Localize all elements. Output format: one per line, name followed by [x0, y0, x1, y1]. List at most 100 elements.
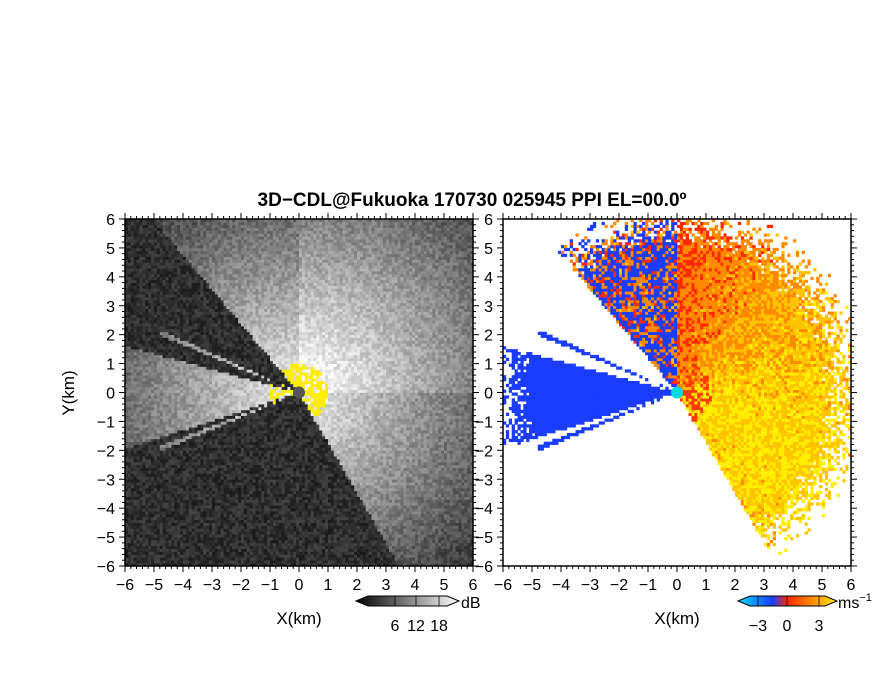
left-cell — [151, 349, 155, 353]
left-cell — [220, 250, 224, 255]
left-cell — [191, 372, 195, 376]
left-cell — [212, 392, 216, 396]
left-cell — [125, 219, 129, 223]
left-cell — [191, 441, 195, 445]
left-cell — [148, 435, 152, 440]
left-cell — [212, 537, 216, 541]
left-cell — [136, 404, 140, 408]
left-cell — [212, 314, 216, 318]
left-cell — [235, 285, 239, 289]
left-cell — [145, 476, 149, 480]
left-cell — [191, 383, 195, 388]
left-cell — [223, 432, 227, 437]
left-cell — [226, 395, 230, 399]
left-cell — [191, 343, 195, 347]
left-cell — [156, 253, 161, 257]
left-cell — [133, 343, 137, 347]
left-cell — [212, 516, 216, 521]
left-cell — [183, 294, 187, 298]
left-cell — [136, 392, 140, 396]
left-cell — [177, 294, 181, 298]
left-cell — [142, 386, 146, 390]
left-cell — [203, 334, 207, 338]
left-cell — [209, 447, 213, 451]
left-cell — [232, 557, 236, 561]
left-cell — [174, 314, 178, 318]
left-cell — [194, 386, 198, 390]
left-cell — [235, 262, 239, 266]
left-cell — [159, 334, 164, 338]
left-cell — [133, 328, 137, 333]
left-cell — [133, 508, 137, 512]
left-cell — [209, 299, 213, 304]
left-cell — [241, 435, 245, 440]
left-cell — [159, 285, 164, 289]
left-cell — [130, 554, 135, 558]
left-cell — [180, 299, 184, 304]
left-cell — [223, 485, 227, 489]
left-cell — [171, 447, 175, 451]
left-cell — [136, 291, 140, 295]
left-cell — [154, 314, 158, 318]
left-cell — [183, 459, 187, 463]
left-cell — [174, 285, 178, 289]
left-cell — [180, 534, 184, 538]
left-cell — [125, 331, 129, 336]
left-cell — [145, 418, 149, 422]
left-cell — [194, 262, 198, 266]
left-cell — [148, 389, 152, 393]
left-cell — [142, 276, 146, 281]
left-cell — [136, 421, 140, 425]
left-cell — [139, 432, 143, 437]
left-cell — [168, 268, 172, 272]
left-cell — [174, 247, 178, 252]
left-cell — [177, 253, 181, 257]
left-cell — [142, 253, 146, 257]
left-cell — [142, 219, 146, 223]
left-cell — [162, 528, 166, 532]
left-cell — [148, 224, 152, 229]
left-cell — [229, 412, 233, 416]
left-cell — [171, 563, 175, 566]
left-cell — [200, 424, 204, 428]
left-cell — [238, 320, 242, 324]
left-cell — [127, 378, 132, 382]
left-cell — [200, 531, 204, 535]
left-cell — [148, 531, 152, 535]
left-cell — [156, 369, 161, 373]
left-cell — [206, 288, 210, 292]
left-cell — [226, 545, 230, 549]
left-cell — [229, 545, 233, 549]
left-cell — [174, 250, 178, 255]
left-cell — [159, 525, 164, 529]
left-cell — [145, 444, 149, 448]
left-cell — [133, 221, 137, 226]
left-cell — [203, 320, 207, 324]
left-cell — [148, 279, 152, 283]
left-cell — [188, 236, 193, 240]
left-cell — [209, 430, 213, 434]
left-cell — [212, 285, 216, 289]
left-cell — [151, 430, 155, 434]
left-cell — [232, 528, 236, 532]
left-cell — [151, 383, 155, 388]
left-cell — [154, 490, 158, 495]
left-cell — [209, 505, 213, 509]
left-cell — [177, 352, 181, 356]
left-cell — [156, 320, 161, 324]
left-cell — [130, 320, 135, 324]
left-cell — [168, 224, 172, 229]
left-cell — [154, 539, 158, 544]
left-cell — [156, 323, 161, 327]
left-cell — [174, 227, 178, 231]
left-cell — [127, 308, 132, 312]
left-cell — [194, 479, 198, 483]
left-cell — [191, 537, 195, 541]
left-cell — [133, 464, 137, 469]
left-cell — [125, 404, 129, 408]
left-cell — [145, 557, 149, 561]
left-cell — [162, 534, 166, 538]
left-cell — [127, 357, 132, 362]
left-cell — [171, 253, 175, 257]
left-cell — [168, 346, 172, 350]
